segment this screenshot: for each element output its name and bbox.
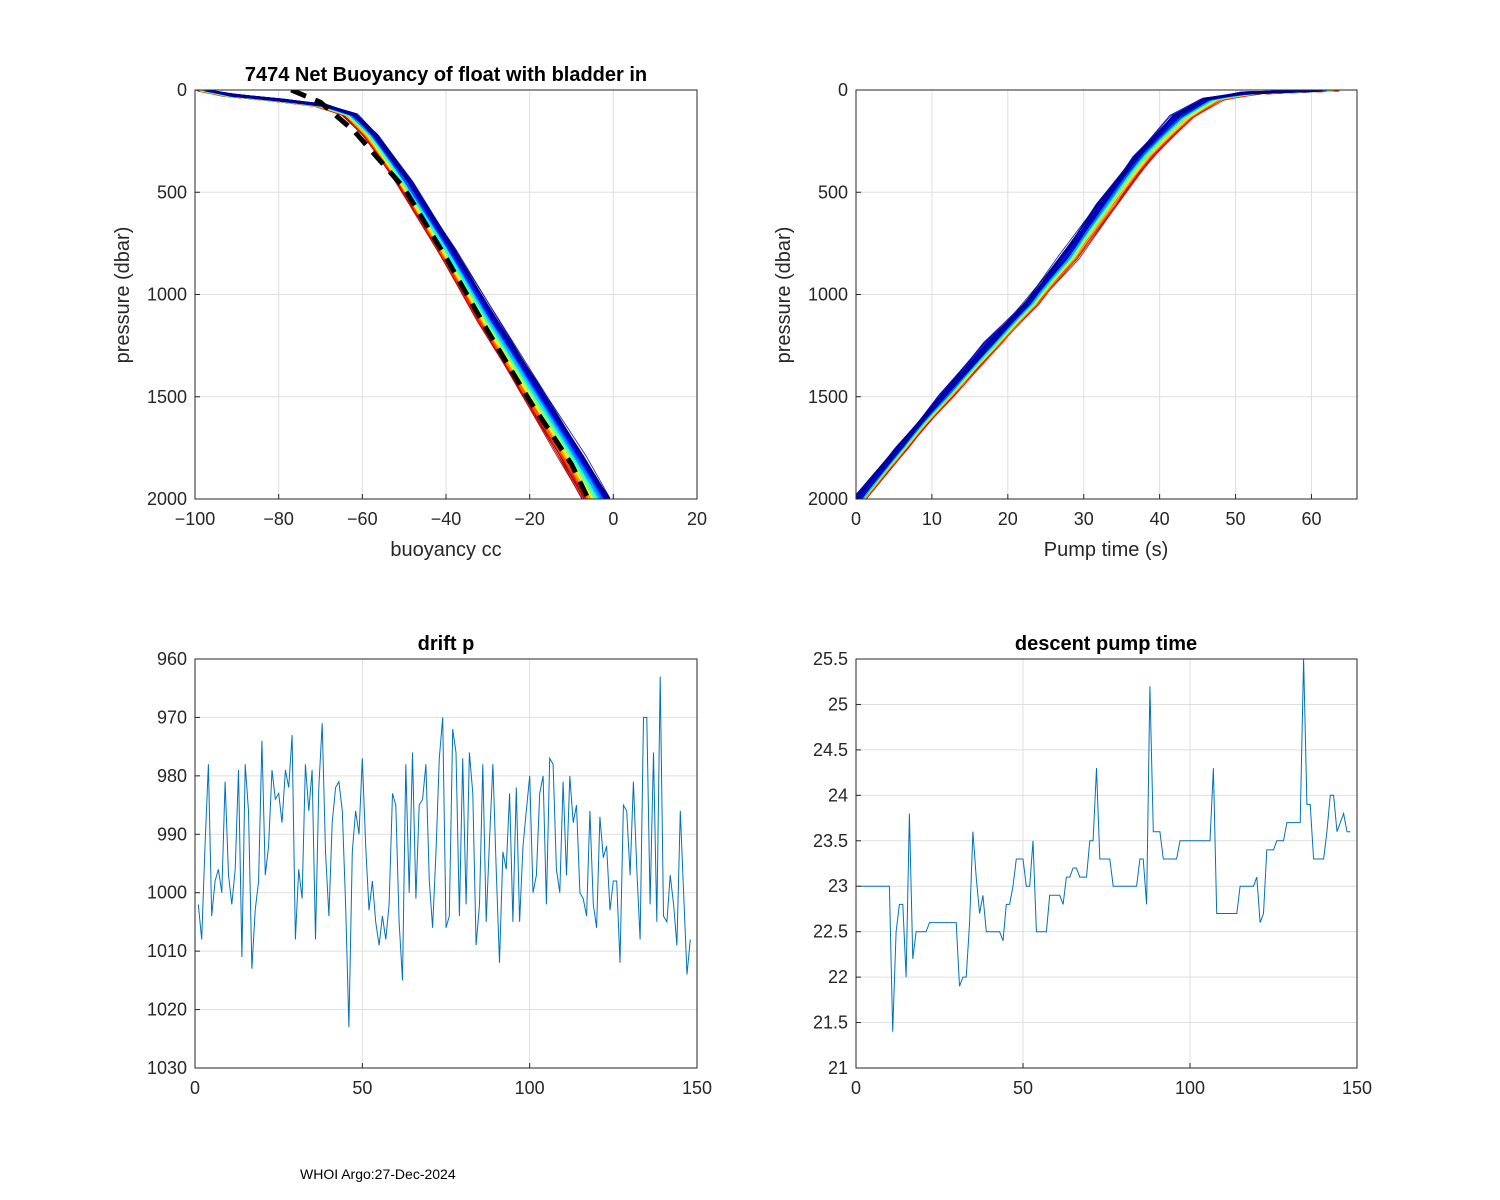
pump-profile-line bbox=[856, 90, 1317, 499]
descent-x-tick-label: 0 bbox=[851, 1078, 861, 1098]
buoyancy-x-tick-label: 0 bbox=[608, 509, 618, 529]
descent-y-tick-label: 22 bbox=[828, 967, 848, 987]
drift-y-ticks: 960 970 980 990 1000 1010 1020 1030 bbox=[147, 649, 200, 1078]
footer-credit: WHOI Argo:27-Dec-2024 bbox=[300, 1166, 456, 1182]
buoyancy-y-tick-label: 1000 bbox=[147, 285, 187, 305]
drift-x-ticks: 0 50 100 150 bbox=[190, 1063, 712, 1098]
drift-y-tick-label: 1010 bbox=[147, 941, 187, 961]
pump-profiles bbox=[856, 90, 1340, 499]
drift-line bbox=[197, 676, 691, 1028]
descent-panel: 0 50 100 150 21 21.5 22 22.5 23 23.5 24 24.5 25 25.5… bbox=[813, 633, 1372, 1098]
drift-y-tick-label: 1000 bbox=[147, 883, 187, 903]
buoyancy-x-tick-label: −40 bbox=[431, 509, 462, 529]
pump-y-tick-label: 1500 bbox=[808, 387, 848, 407]
buoyancy-title: 7474 Net Buoyancy of float with bladder … bbox=[245, 64, 647, 86]
drift-y-tick-label: 990 bbox=[157, 824, 187, 844]
pump-panel: 0 10 20 30 40 50 60 0 500 1000 1500 2000 Pump time… bbox=[773, 80, 1358, 561]
buoyancy-x-tick-label: −80 bbox=[263, 509, 294, 529]
descent-y-tick-label: 22.5 bbox=[813, 922, 848, 942]
descent-axes-box bbox=[855, 658, 1358, 1069]
descent-x-tick-label: 50 bbox=[1013, 1078, 1033, 1098]
pump-y-tick-label: 1000 bbox=[808, 285, 848, 305]
pump-x-tick-label: 0 bbox=[851, 509, 861, 529]
pump-profile-line bbox=[856, 90, 1318, 496]
drift-y-tick-label: 980 bbox=[157, 766, 187, 786]
buoyancy-reference-dashed-line bbox=[290, 90, 591, 499]
drift-plot-area bbox=[195, 659, 697, 1068]
drift-axes-box bbox=[194, 658, 698, 1069]
descent-y-tick-label: 21.5 bbox=[813, 1013, 848, 1033]
descent-y-tick-label: 21 bbox=[828, 1058, 848, 1078]
drift-y-tick-label: 970 bbox=[157, 707, 187, 727]
descent-series bbox=[859, 659, 1351, 1032]
buoyancy-x-tick-label: 20 bbox=[687, 509, 707, 529]
buoyancy-y-tick-label: 1500 bbox=[147, 387, 187, 407]
buoyancy-profile-line bbox=[205, 90, 611, 498]
drift-y-tick-label: 1020 bbox=[147, 1000, 187, 1020]
buoyancy-panel: −100 −80 −60 −40 −20 0 20 0 500 1000 1500 2000 747… bbox=[112, 64, 707, 561]
buoyancy-y-tick-label: 2000 bbox=[147, 489, 187, 509]
drift-title: drift p bbox=[418, 633, 475, 655]
pump-x-label: Pump time (s) bbox=[1044, 539, 1168, 561]
buoyancy-y-tick-label: 500 bbox=[157, 182, 187, 202]
descent-y-tick-label: 24 bbox=[828, 785, 848, 805]
descent-y-tick-label: 23 bbox=[828, 876, 848, 896]
buoyancy-x-ticks: −100 −80 −60 −40 −20 0 20 bbox=[175, 494, 707, 529]
descent-y-tick-label: 25.5 bbox=[813, 649, 848, 669]
buoyancy-x-tick-label: −100 bbox=[175, 509, 216, 529]
buoyancy-x-tick-label: −60 bbox=[347, 509, 378, 529]
pump-y-label: pressure (dbar) bbox=[773, 227, 795, 364]
pump-x-tick-label: 50 bbox=[1226, 509, 1246, 529]
descent-y-tick-label: 23.5 bbox=[813, 831, 848, 851]
drift-x-tick-label: 100 bbox=[515, 1078, 545, 1098]
pump-x-tick-label: 60 bbox=[1301, 509, 1321, 529]
buoyancy-x-label: buoyancy cc bbox=[390, 539, 501, 561]
drift-x-tick-label: 50 bbox=[352, 1078, 372, 1098]
buoyancy-y-ticks: 0 500 1000 1500 2000 bbox=[147, 80, 200, 509]
drift-series bbox=[197, 676, 691, 1028]
pump-y-tick-label: 500 bbox=[818, 182, 848, 202]
buoyancy-x-tick-label: −20 bbox=[514, 509, 545, 529]
drift-x-tick-label: 150 bbox=[682, 1078, 712, 1098]
descent-x-tick-label: 150 bbox=[1342, 1078, 1372, 1098]
buoyancy-y-label: pressure (dbar) bbox=[112, 227, 134, 364]
descent-y-tick-label: 25 bbox=[828, 694, 848, 714]
descent-x-tick-label: 100 bbox=[1175, 1078, 1205, 1098]
drift-y-tick-label: 960 bbox=[157, 649, 187, 669]
pump-y-tick-label: 0 bbox=[838, 80, 848, 100]
drift-x-tick-label: 0 bbox=[190, 1078, 200, 1098]
buoyancy-reference-line bbox=[290, 90, 591, 499]
pump-x-tick-label: 30 bbox=[1074, 509, 1094, 529]
pump-x-tick-label: 20 bbox=[998, 509, 1018, 529]
pump-x-ticks: 0 10 20 30 40 50 60 bbox=[851, 494, 1321, 529]
pump-y-tick-label: 2000 bbox=[808, 489, 848, 509]
drift-panel: 0 50 100 150 960 970 980 990 1000 1010 1020 1030 d… bbox=[147, 633, 712, 1098]
descent-plot-area bbox=[856, 659, 1357, 1068]
buoyancy-y-tick-label: 0 bbox=[177, 80, 187, 100]
pump-x-tick-label: 40 bbox=[1150, 509, 1170, 529]
descent-title: descent pump time bbox=[1015, 633, 1197, 655]
pump-x-tick-label: 10 bbox=[922, 509, 942, 529]
drift-y-tick-label: 1030 bbox=[147, 1058, 187, 1078]
pump-y-ticks: 0 500 1000 1500 2000 bbox=[808, 80, 861, 509]
descent-x-ticks: 0 50 100 150 bbox=[851, 1063, 1372, 1098]
descent-line bbox=[859, 659, 1351, 1032]
descent-y-tick-label: 24.5 bbox=[813, 740, 848, 760]
descent-y-ticks: 21 21.5 22 22.5 23 23.5 24 24.5 25 25.5 bbox=[813, 649, 861, 1078]
